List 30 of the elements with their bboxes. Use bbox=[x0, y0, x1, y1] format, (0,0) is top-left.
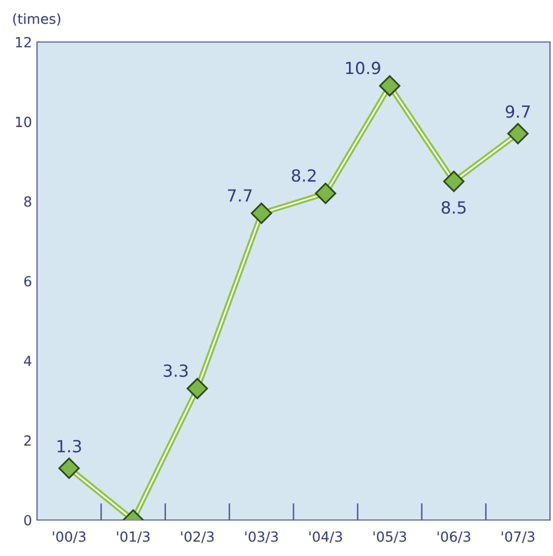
y-tick-label: 4 bbox=[24, 356, 32, 366]
data-label: 10.9 bbox=[346, 62, 380, 74]
x-tick-label: '01/3 bbox=[117, 531, 150, 543]
x-tick-label: '06/3 bbox=[438, 531, 470, 543]
point bbox=[250, 202, 272, 224]
y-tick-label: 6 bbox=[24, 276, 32, 286]
y-tick-label: 12 bbox=[16, 36, 31, 48]
data-label: 8.5 bbox=[442, 201, 466, 214]
data-label: 3.3 bbox=[164, 364, 188, 377]
data-label: 1.3 bbox=[58, 440, 81, 452]
y-tick-label: 2 bbox=[24, 435, 31, 446]
y-axis-title: (times) bbox=[13, 13, 60, 26]
data-label: 9.7 bbox=[506, 105, 530, 118]
y-tick-label: 8 bbox=[24, 196, 32, 207]
point bbox=[314, 182, 336, 204]
x-tick-label: '00/3 bbox=[52, 531, 86, 543]
point bbox=[58, 458, 80, 479]
point bbox=[379, 75, 400, 96]
point bbox=[507, 122, 529, 144]
x-tick-label: '07/3 bbox=[502, 531, 534, 543]
data-label: 7.7 bbox=[228, 189, 252, 202]
point bbox=[186, 378, 208, 400]
x-tick-label: '02/3 bbox=[181, 531, 214, 543]
x-tick-label: '04/3 bbox=[309, 531, 342, 543]
y-tick-label: 0 bbox=[24, 514, 32, 526]
data-label: 8.2 bbox=[292, 169, 316, 182]
x-tick-label: '05/3 bbox=[374, 531, 406, 543]
y-tick-label: 10 bbox=[16, 116, 32, 128]
point bbox=[443, 170, 464, 192]
x-tick-label: '03/3 bbox=[245, 531, 278, 543]
